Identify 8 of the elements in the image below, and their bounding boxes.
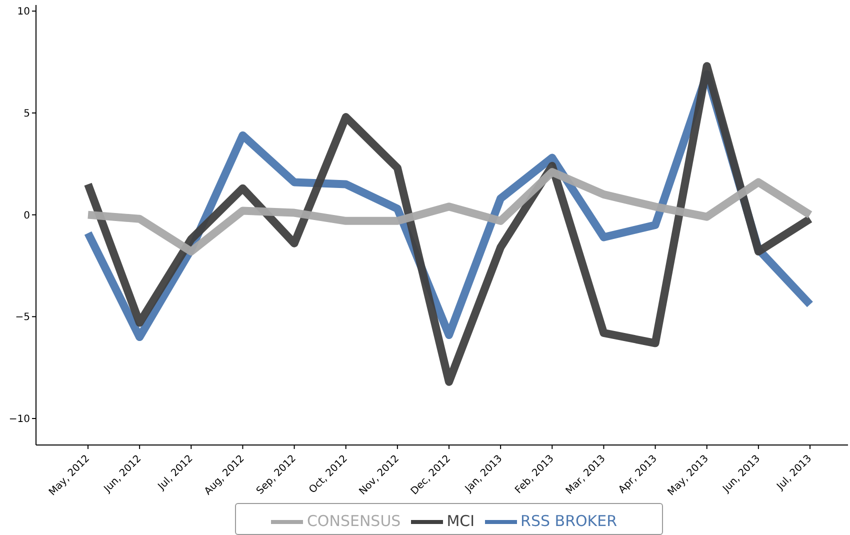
legend-label: MCI bbox=[446, 512, 475, 530]
y-tick-label: 0 bbox=[24, 210, 30, 222]
legend-label: RSS BROKER bbox=[520, 512, 618, 530]
y-tick-label: 10 bbox=[17, 6, 30, 18]
y-tick-label: −5 bbox=[15, 312, 30, 324]
legend-label: CONSENSUS bbox=[306, 512, 401, 530]
y-tick-label: 5 bbox=[24, 108, 30, 120]
y-tick-label: −10 bbox=[8, 414, 30, 426]
